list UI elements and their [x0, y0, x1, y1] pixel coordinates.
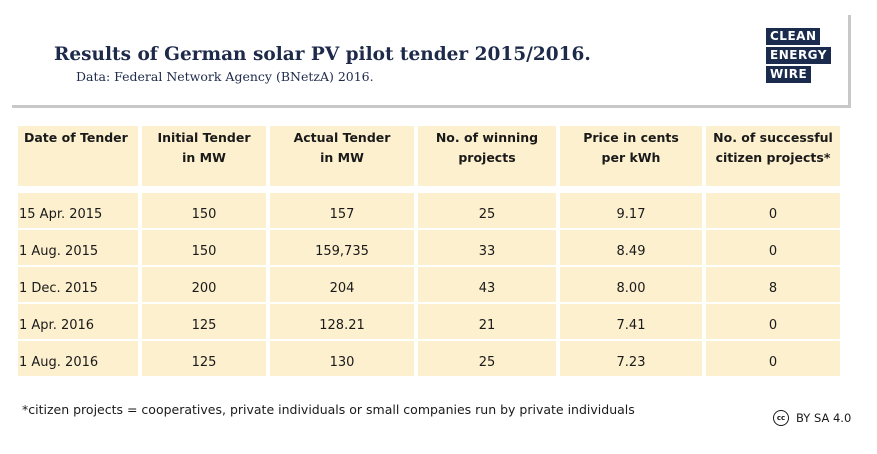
cell-bg	[18, 304, 138, 339]
header-cell-bg	[142, 126, 266, 186]
column-header: Initial Tender in MW	[142, 128, 266, 168]
clean-energy-wire-logo: CLEAN ENERGY WIRE	[766, 28, 831, 85]
column-header-line: No. of successful	[713, 130, 833, 145]
column-header: No. of successful citizen projects*	[706, 128, 840, 168]
cell-bg	[270, 341, 414, 376]
cell-bg	[270, 230, 414, 265]
table-cell: 159,735	[315, 244, 369, 259]
row-date-cell: 1 Aug. 2016	[19, 355, 99, 370]
table-cell: 43	[478, 281, 496, 296]
cell-bg	[706, 341, 840, 376]
column-header: Price in cents per kWh	[560, 128, 702, 168]
table-cell: 0	[768, 207, 778, 222]
cell-bg	[18, 230, 138, 265]
column-header: Date of Tender	[24, 128, 128, 148]
table-cell: 130	[329, 355, 355, 370]
column-header-line: Price in cents	[583, 130, 679, 145]
license-text: BY SA 4.0	[796, 411, 852, 425]
cell-bg	[142, 304, 266, 339]
cell-bg	[270, 304, 414, 339]
logo-line-1: CLEAN	[766, 28, 821, 45]
header-frame-right	[848, 15, 851, 107]
cell-bg	[560, 304, 702, 339]
table-cell: 21	[478, 318, 496, 333]
cell-bg	[706, 193, 840, 228]
license-badge: cc BY SA 4.0	[773, 410, 851, 426]
column-header: No. of winning projects	[418, 128, 556, 168]
cell-bg	[18, 267, 138, 302]
cell-bg	[418, 193, 556, 228]
column-header-line: Date of Tender	[24, 130, 128, 145]
footnote: *citizen projects = cooperatives, privat…	[22, 402, 635, 417]
column-header-line: No. of winning	[435, 130, 539, 145]
cell-bg	[142, 193, 266, 228]
header-frame-bottom	[12, 105, 851, 108]
table-cell: 200	[191, 281, 217, 296]
cell-bg	[418, 267, 556, 302]
cell-bg	[270, 193, 414, 228]
table-cell: 9.17	[616, 207, 646, 222]
chart-subtitle: Data: Federal Network Agency (BNetzA) 20…	[76, 69, 374, 84]
header-cell-bg	[560, 126, 702, 186]
header-cell-bg	[706, 126, 840, 186]
chart-title: Results of German solar PV pilot tender …	[54, 44, 591, 65]
column-header-line: Initial Tender	[157, 130, 251, 145]
table-cell: 125	[191, 355, 217, 370]
cc-icon: cc	[773, 410, 789, 426]
table-cell: 8.49	[616, 244, 646, 259]
cell-bg	[418, 230, 556, 265]
cell-bg	[706, 230, 840, 265]
table-cell: 128.21	[319, 318, 365, 333]
table-cell: 204	[329, 281, 355, 296]
table-cell: 8	[768, 281, 778, 296]
table-cell: 0	[768, 318, 778, 333]
column-header-line: in MW	[182, 150, 226, 165]
cell-bg	[142, 267, 266, 302]
table-cell: 150	[191, 207, 217, 222]
table-cell: 125	[191, 318, 217, 333]
cell-bg	[706, 304, 840, 339]
table-cell: 157	[329, 207, 355, 222]
cell-bg	[706, 267, 840, 302]
cell-bg	[418, 341, 556, 376]
column-header-line: in MW	[320, 150, 364, 165]
logo-line-2: ENERGY	[766, 47, 831, 64]
table-cell: 33	[478, 244, 496, 259]
cell-bg	[142, 341, 266, 376]
column-header-line: projects	[458, 150, 516, 165]
row-date-cell: 1 Aug. 2015	[19, 244, 99, 259]
column-header-line: citizen projects*	[715, 150, 831, 165]
cell-bg	[560, 193, 702, 228]
table-cell: 150	[191, 244, 217, 259]
column-header: Actual Tender in MW	[270, 128, 414, 168]
cell-bg	[418, 304, 556, 339]
header-cell-bg	[18, 126, 138, 186]
cell-bg	[560, 341, 702, 376]
table-cell: 0	[768, 355, 778, 370]
cell-bg	[560, 267, 702, 302]
row-date-cell: 15 Apr. 2015	[19, 207, 103, 222]
cell-bg	[270, 267, 414, 302]
row-date-cell: 1 Dec. 2015	[19, 281, 98, 296]
table-cell: 7.23	[616, 355, 646, 370]
header-cell-bg	[270, 126, 414, 186]
logo-line-3: WIRE	[766, 66, 812, 83]
column-header-line: per kWh	[601, 150, 661, 165]
cell-bg	[18, 193, 138, 228]
table-cell: 8.00	[616, 281, 646, 296]
table-cell: 0	[768, 244, 778, 259]
header-cell-bg	[418, 126, 556, 186]
row-date-cell: 1 Apr. 2016	[19, 318, 95, 333]
cell-bg	[142, 230, 266, 265]
column-header-line: Actual Tender	[293, 130, 391, 145]
cell-bg	[560, 230, 702, 265]
table-cell: 7.41	[616, 318, 646, 333]
table-cell: 25	[478, 207, 496, 222]
cell-bg	[18, 341, 138, 376]
table-cell: 25	[478, 355, 496, 370]
